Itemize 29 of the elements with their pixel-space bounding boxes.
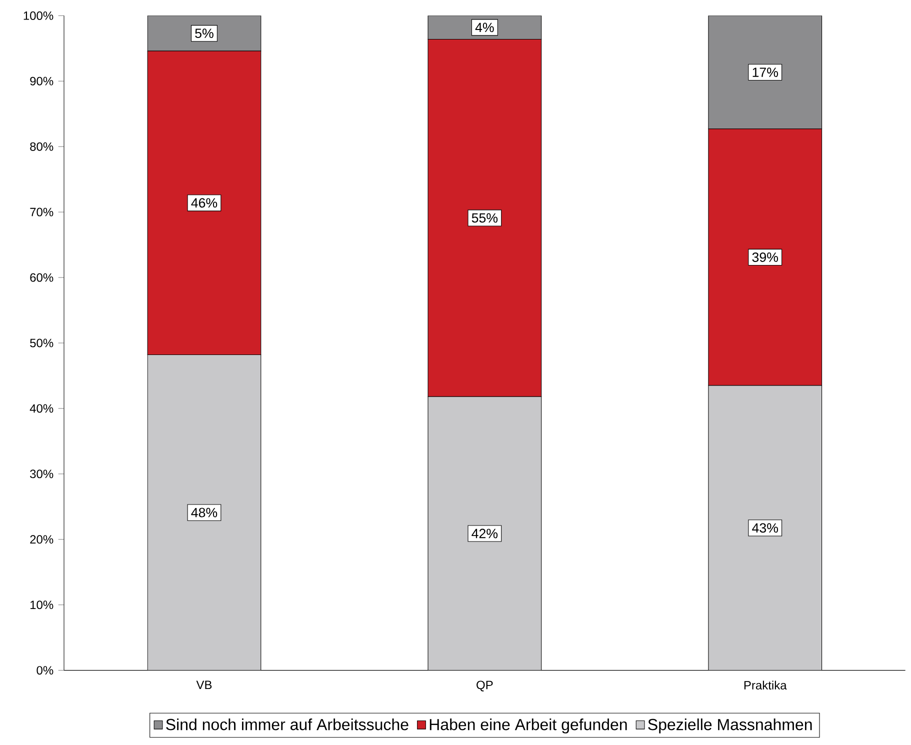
x-tick-label: VB [196, 680, 212, 689]
data-label: 43% [752, 523, 778, 533]
bar [428, 396, 542, 670]
y-tick-label: 60% [30, 273, 54, 282]
legend-label: Sind noch immer auf Arbeitssuche [166, 718, 408, 730]
data-label: 55% [472, 213, 498, 223]
y-tick-label: 50% [30, 338, 54, 348]
y-tick-label: 10% [30, 600, 54, 610]
x-tick-label: Praktika [744, 680, 787, 690]
y-tick-label: 90% [30, 76, 54, 86]
y-tick-label: 20% [30, 535, 54, 544]
y-tick-label: 40% [30, 404, 54, 413]
y-tick-label: 80% [30, 142, 54, 151]
legend-label: Haben eine Arbeit gefunden [430, 718, 627, 734]
data-label: 17% [752, 68, 778, 77]
bar [708, 385, 822, 670]
data-label: 42% [472, 528, 498, 538]
y-tick-label: 100% [24, 11, 54, 20]
data-label: 39% [752, 252, 778, 262]
y-tick-label: 0% [36, 666, 54, 675]
data-label: 5% [195, 28, 214, 38]
x-tick-label: QP [476, 680, 493, 692]
legend-label: Spezielle Massnahmen [648, 718, 812, 734]
data-label: 46% [191, 198, 218, 208]
y-tick-label: 30% [30, 470, 54, 478]
bar [148, 354, 261, 670]
data-label: 48% [191, 508, 218, 518]
y-tick-label: 70% [30, 208, 54, 216]
data-label: 4% [475, 22, 494, 32]
